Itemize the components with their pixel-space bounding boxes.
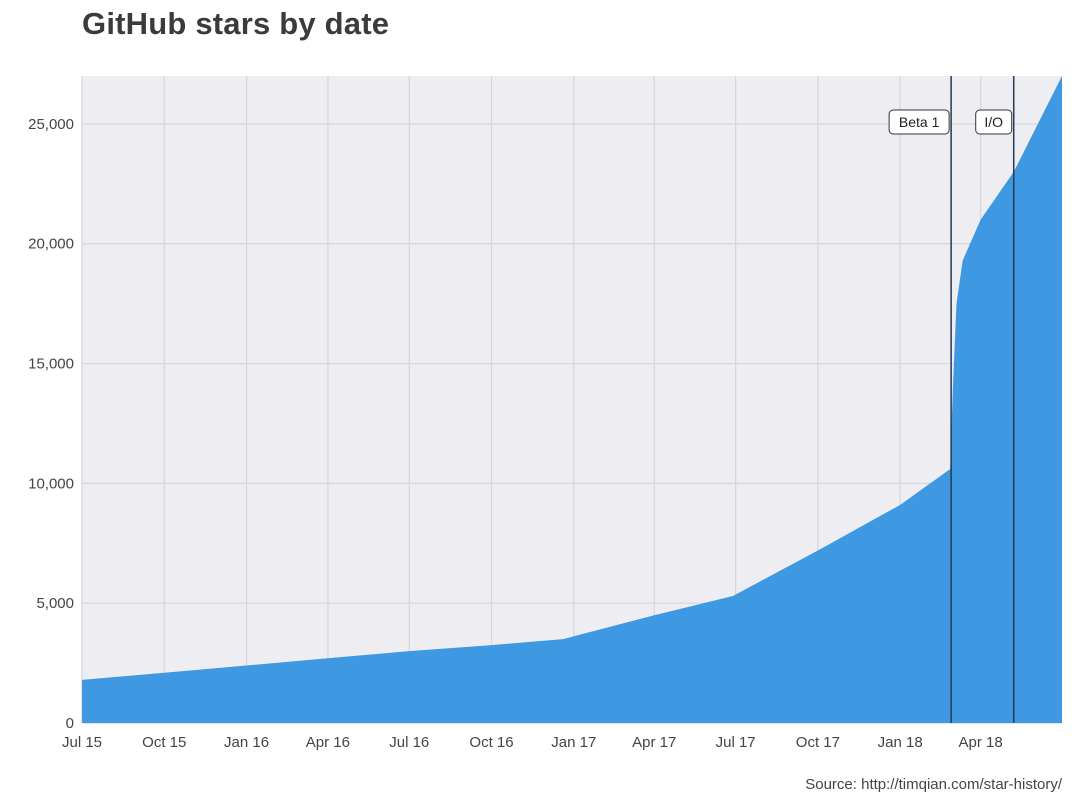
x-tick-label: Apr 16 xyxy=(306,734,350,751)
y-tick-label: 10,000 xyxy=(28,475,74,492)
x-tick-label: Oct 16 xyxy=(469,734,513,751)
x-tick-label: Jan 17 xyxy=(551,734,596,751)
y-tick-label: 15,000 xyxy=(28,356,74,373)
x-tick-label: Jan 16 xyxy=(224,734,269,751)
x-tick-label: Oct 17 xyxy=(796,734,840,751)
y-tick-label: 5,000 xyxy=(36,595,74,612)
chart-title: GitHub stars by date xyxy=(82,6,390,41)
y-tick-label: 0 xyxy=(66,715,74,732)
event-label: I/O xyxy=(984,114,1003,130)
y-tick-label: 25,000 xyxy=(28,116,74,133)
x-tick-label: Jul 16 xyxy=(389,734,429,751)
x-axis-ticks: Jul 15 Oct 15 Jan 16 Apr 16 Jul 16 Oct 16 Jan … xyxy=(62,734,1003,751)
x-tick-label: Jan 18 xyxy=(878,734,923,751)
x-tick-label: Jul 15 xyxy=(62,734,102,751)
y-tick-label: 20,000 xyxy=(28,236,74,253)
event-label-box xyxy=(888,109,950,135)
source-note: Source: http://timqian.com/star-history/ xyxy=(805,776,1062,793)
y-axis-ticks: 0 5,000 10,000 15,000 20,000 25,000 xyxy=(28,116,74,732)
event-markers: Beta 1 I/O xyxy=(888,76,1015,723)
event-label: Beta 1 xyxy=(899,114,940,130)
x-tick-label: Apr 18 xyxy=(959,734,1003,751)
stars-area xyxy=(82,76,1062,723)
x-tick-label: Apr 17 xyxy=(632,734,676,751)
event-label-box xyxy=(975,109,1013,135)
x-tick-label: Jul 17 xyxy=(716,734,756,751)
x-tick-label: Oct 15 xyxy=(142,734,186,751)
